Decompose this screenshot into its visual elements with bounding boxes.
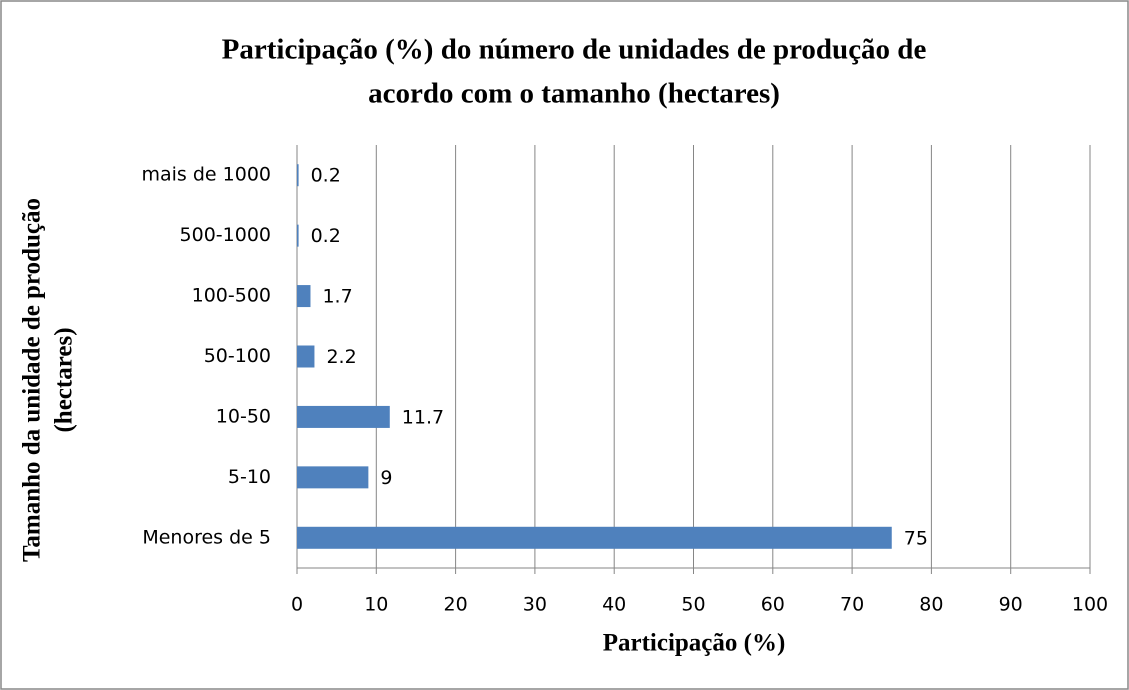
x-tick-label: 50 bbox=[681, 594, 705, 616]
value-label: 9 bbox=[380, 467, 392, 489]
y-tick-label: 50-100 bbox=[204, 345, 271, 367]
value-label: 11.7 bbox=[402, 406, 444, 428]
value-label: 2.2 bbox=[326, 346, 356, 368]
bar bbox=[297, 526, 892, 549]
bar bbox=[297, 164, 299, 187]
x-axis-title: Participação (%) bbox=[603, 630, 786, 657]
y-tick-label: 500-1000 bbox=[180, 224, 271, 246]
value-label: 75 bbox=[904, 527, 928, 549]
bar bbox=[297, 405, 390, 428]
x-tick-label: 100 bbox=[1072, 594, 1108, 616]
y-tick-label: 100-500 bbox=[192, 285, 271, 307]
value-label: 0.2 bbox=[311, 165, 341, 187]
x-tick-label: 10 bbox=[364, 594, 388, 616]
y-tick-label: mais de 1000 bbox=[141, 164, 271, 186]
value-label: 0.2 bbox=[311, 225, 341, 247]
chart-title: Participação (%) do número de unidades d… bbox=[222, 34, 927, 66]
x-tick-label: 70 bbox=[840, 594, 864, 616]
x-tick-label: 60 bbox=[761, 594, 785, 616]
x-tick-label: 40 bbox=[602, 594, 626, 616]
bar bbox=[297, 466, 369, 489]
x-tick-label: 30 bbox=[523, 594, 547, 616]
x-tick-label: 20 bbox=[444, 594, 468, 616]
y-tick-label: Menores de 5 bbox=[142, 526, 271, 548]
chart-title: acordo com o tamanho (hectares) bbox=[368, 78, 780, 110]
value-label: 1.7 bbox=[322, 286, 352, 308]
y-axis-title-line: (hectares) bbox=[51, 327, 78, 432]
x-tick-label: 90 bbox=[999, 594, 1023, 616]
y-tick-label: 10-50 bbox=[216, 405, 271, 427]
bar bbox=[297, 345, 315, 368]
bar bbox=[297, 285, 311, 308]
y-tick-label: 5-10 bbox=[228, 466, 271, 488]
y-axis-title-line: Tamanho da unidade de produção bbox=[19, 198, 46, 562]
x-tick-label: 0 bbox=[291, 594, 303, 616]
x-tick-label: 80 bbox=[919, 594, 943, 616]
bar bbox=[297, 224, 299, 247]
y-axis-title: Tamanho da unidade de produção (hectares… bbox=[19, 198, 78, 562]
